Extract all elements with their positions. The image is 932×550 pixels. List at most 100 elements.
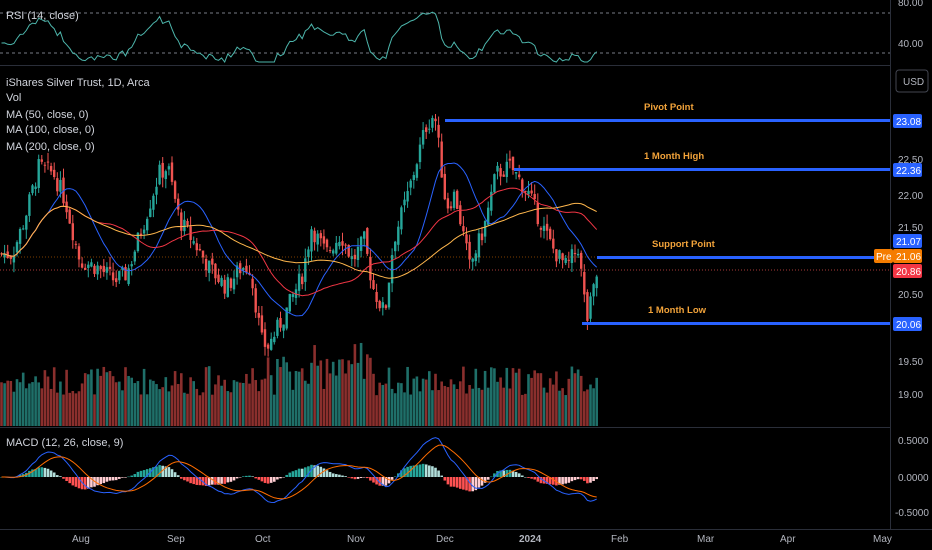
volume-bar [477, 387, 481, 426]
macd-hist-bar [245, 475, 248, 477]
macd-hist-bar [325, 470, 329, 477]
candle-body [149, 208, 152, 218]
candle-body [366, 228, 369, 254]
volume-bar [25, 388, 28, 426]
candle-body [130, 264, 133, 267]
macd-hist-bar [62, 477, 65, 479]
volume-bar [350, 364, 354, 426]
macd-hist-bar [173, 472, 177, 477]
candle-body [180, 212, 183, 231]
pre-label: Pre [876, 252, 892, 263]
volume-bar [415, 376, 419, 426]
macd-hist-bar [502, 470, 505, 477]
macd-hist-bar [335, 474, 338, 477]
volume-bar [431, 390, 434, 426]
ma-50-line [1, 162, 598, 317]
macd-hist-bar [226, 477, 230, 483]
candle-body [583, 271, 586, 295]
candle-body [359, 236, 363, 251]
candle-body [307, 249, 310, 257]
macd-hist-bar [18, 474, 22, 477]
candle-body [477, 233, 481, 258]
pre-price: 21.06 [896, 252, 921, 263]
volume-bar [480, 389, 484, 426]
candle-body [211, 258, 214, 265]
macd-hist-bar [378, 477, 381, 486]
candle-body [363, 231, 366, 239]
price-tick-2050: 20.50 [898, 290, 923, 301]
candle-body [136, 232, 140, 252]
macd-hist-bar [350, 477, 354, 479]
candle-body [96, 265, 99, 275]
candle-body [487, 207, 490, 225]
volume-bar [102, 366, 106, 426]
candle-body [170, 162, 174, 182]
currency-button[interactable] [895, 69, 929, 93]
macd-hist-bar [49, 470, 53, 477]
volume-bar [369, 357, 372, 426]
macd-hist-bar [96, 477, 99, 486]
macd-hist-bar [266, 477, 270, 484]
macd-hist-bar [567, 477, 571, 483]
volume-bar [229, 392, 233, 426]
macd-hist-bar [130, 475, 133, 477]
candle-body [524, 190, 527, 193]
macd-hist-bar [161, 465, 164, 477]
macd-hist-bar [465, 477, 468, 491]
macd-hist-bar [180, 477, 183, 479]
candle-body [40, 159, 43, 162]
volume-bar [59, 381, 62, 426]
volume-bar [87, 374, 90, 426]
volume-bar [576, 369, 580, 426]
volume-bar [28, 383, 31, 426]
macd-hist-bar [254, 477, 257, 479]
symbol-title[interactable]: iShares Silver Trust, 1D, Arca [6, 77, 151, 89]
volume-bar [173, 371, 177, 426]
candle-body [229, 278, 233, 288]
volume-bar [12, 391, 16, 426]
macd-hist-bar [220, 477, 223, 484]
candle-body [257, 313, 260, 318]
macd-hist-bar [189, 477, 192, 484]
volume-bar [424, 379, 428, 426]
candle-body [192, 241, 195, 244]
candle-body [378, 300, 381, 309]
volume-bar [71, 390, 75, 426]
volume-bar [207, 366, 211, 426]
volume-bar [49, 388, 53, 426]
candle-body [443, 173, 446, 200]
time-axis[interactable]: Aug Sep Oct Nov Dec 2024 Feb Mar Apr May [72, 534, 892, 545]
macd-hist-bar [152, 467, 155, 477]
candle-body [133, 251, 136, 262]
candle-body [260, 315, 264, 333]
macd-hist-bar [307, 466, 310, 477]
x-label-nov: Nov [347, 534, 365, 545]
macd-hist-bar [195, 477, 199, 485]
candle-body [412, 175, 415, 180]
candle-body [586, 292, 589, 321]
month-low-label: 1 Month Low [648, 305, 707, 316]
rsi-label: RSI (14, close) [6, 10, 79, 22]
volume-bar [192, 381, 195, 426]
volume-bar [93, 394, 96, 426]
macd-hist-bar [217, 477, 220, 485]
volume-bar [155, 384, 158, 426]
volume-bar [545, 392, 549, 426]
volume-bar [583, 391, 586, 426]
candle-body [502, 174, 505, 177]
macd-hist-bar [204, 477, 208, 486]
macd-hist-bar [424, 464, 428, 477]
macd-hist-bar [418, 464, 422, 477]
candle-body [161, 162, 164, 178]
macd-hist-bar [223, 477, 226, 484]
price-panel: Pivot Point 1 Month High Support Point 1… [0, 69, 929, 426]
macd-hist-bar [87, 477, 90, 489]
macd-hist-bar [198, 477, 202, 486]
macd-hist-bar [155, 466, 158, 477]
candle-body [105, 267, 109, 273]
volume-bar [387, 367, 391, 426]
volume-bar [499, 377, 502, 426]
candle-body [462, 226, 465, 232]
volume-bar [133, 383, 137, 426]
